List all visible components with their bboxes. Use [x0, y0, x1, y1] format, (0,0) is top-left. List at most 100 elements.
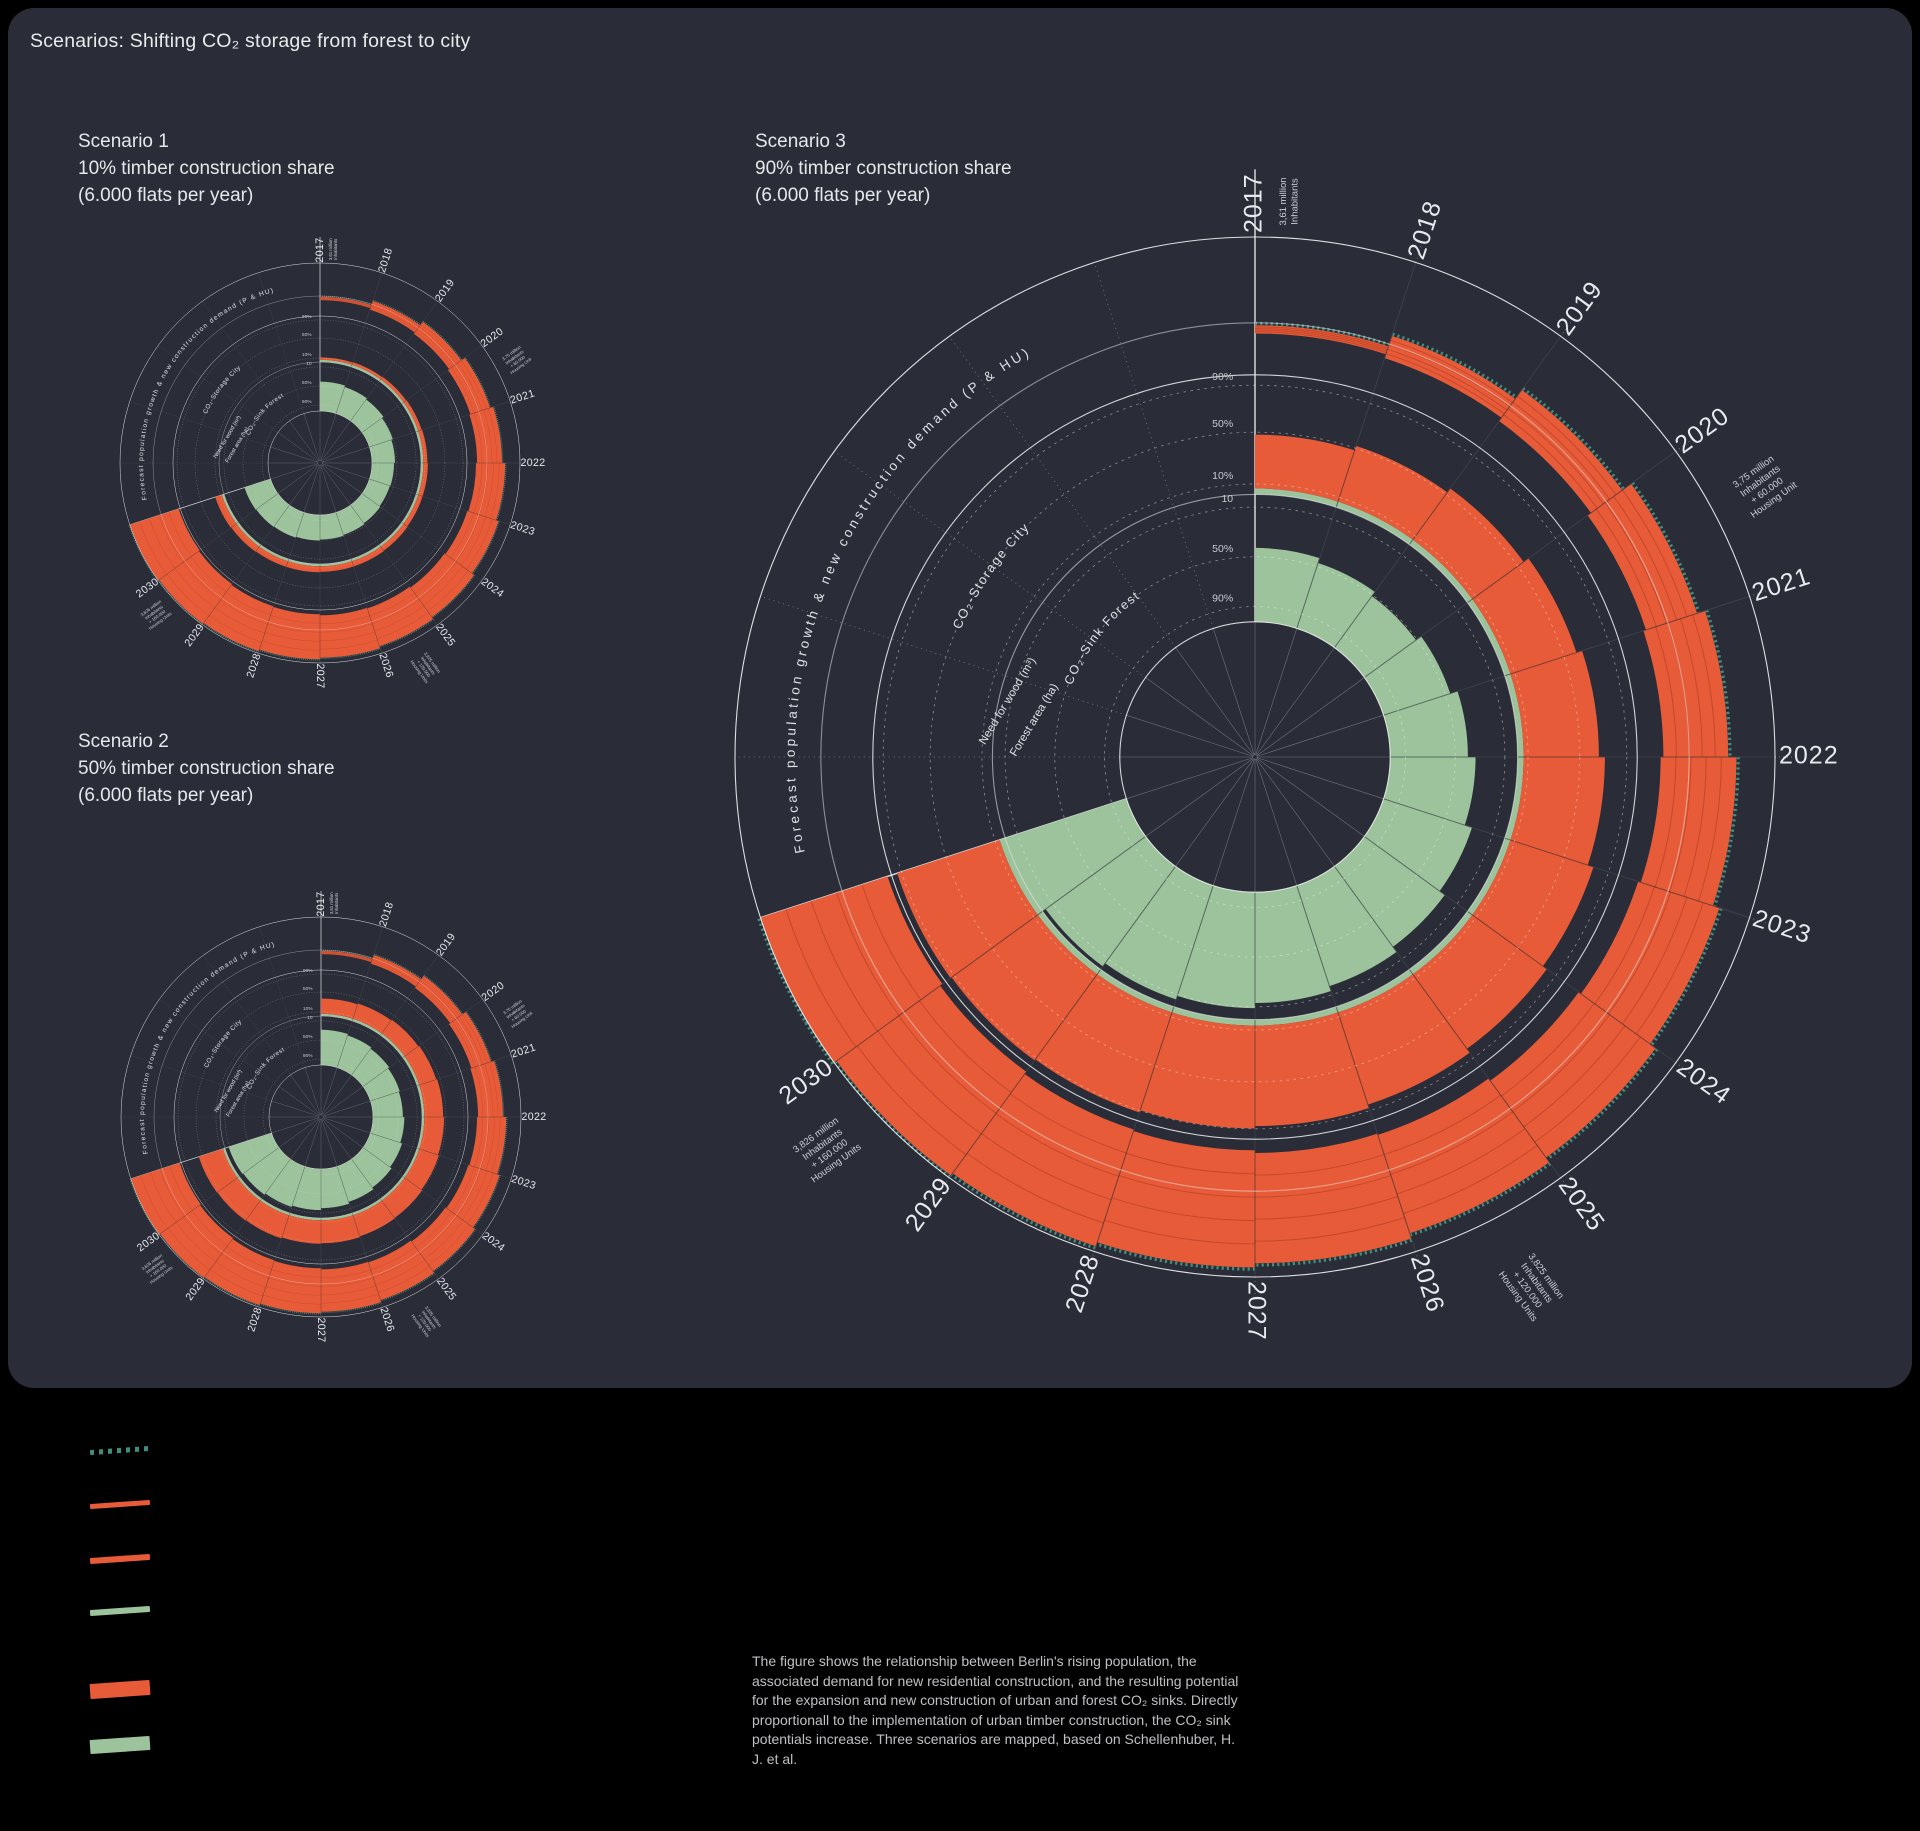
year-label-2023: 2023	[510, 1173, 538, 1192]
annotation-2030: 3,826 millionInhabitants+ 160.000Housing…	[138, 598, 173, 631]
year-label-2018: 2018	[377, 901, 396, 929]
guide-label: 10	[307, 1015, 313, 1021]
data-arcs	[757, 262, 1775, 1277]
scenario-1-heading: Scenario 1 10% timber construction share…	[78, 131, 335, 206]
ring-label-storage-city: CO₂-Storage City	[949, 519, 1032, 631]
year-label-2027: 2027	[314, 663, 326, 688]
guide-label: 90%	[302, 314, 312, 320]
ring-label-sink-forest: CO₂-Sink Forest	[1062, 588, 1143, 687]
guide-label: 50%	[302, 380, 312, 386]
ring-labels: Forecast population growth & new constru…	[138, 287, 285, 501]
hub-spokes	[120, 272, 372, 515]
annotation-2025: 3,825 millionInhabitants+ 120.000Housing…	[409, 650, 442, 685]
guide-label: 90%	[303, 968, 313, 974]
ring-circles	[120, 916, 522, 1318]
annotation-2030: 3,826 millionInhabitants+ 160.000Housing…	[139, 1252, 174, 1285]
year-label-2022: 2022	[1779, 742, 1839, 770]
ring-label-demand: Forecast population growth & new constru…	[138, 287, 275, 501]
year-label-2024: 2024	[480, 1230, 507, 1254]
ring-label-sink-forest: CO₂-Sink Forest	[245, 392, 285, 436]
year-annotations: 3,61 millionInhabitants 3,75 millionInhab…	[138, 238, 533, 685]
guide-label: 90%	[303, 1053, 313, 1059]
guide-label: 90%	[1212, 371, 1233, 383]
year-label-2020: 2020	[1670, 402, 1735, 460]
year-label-2020: 2020	[478, 325, 505, 349]
year-label-2028: 2028	[244, 652, 263, 680]
annotation-2025: 3,825 millionInhabitants+ 120.000Housing…	[410, 1304, 443, 1339]
hub-spokes	[735, 262, 1391, 893]
year-label-2021: 2021	[1749, 562, 1814, 607]
scenario-2-heading: Scenario 2 50% timber construction share…	[78, 731, 335, 806]
year-label-2026: 2026	[1405, 1251, 1450, 1316]
guide-label: 50%	[302, 332, 312, 338]
data-arcs	[129, 926, 521, 1317]
annotation-2017: 3,61 millionInhabitants	[328, 238, 338, 261]
data-arcs	[128, 272, 520, 663]
guide-label: 50%	[303, 986, 313, 992]
year-label-2017: 2017	[314, 237, 326, 262]
ring-labels: Forecast population growth & new constru…	[139, 941, 286, 1155]
year-label-2017: 2017	[1240, 173, 1268, 233]
guide-label: 50%	[1212, 543, 1233, 555]
guide-label: 10	[306, 361, 312, 367]
ring-label-storage-city: CO₂-Storage City	[203, 1018, 244, 1069]
year-label-2023: 2023	[509, 519, 537, 538]
year-label-2026: 2026	[376, 652, 395, 680]
scenario-3-heading: Scenario 3 90% timber construction share…	[755, 131, 1012, 206]
year-label-2022: 2022	[520, 457, 545, 469]
figure-description: The figure shows the relationship betwee…	[752, 1653, 1239, 1767]
year-label-2024: 2024	[479, 576, 506, 600]
ring-labels: Forecast population growth & new constru…	[783, 344, 1143, 855]
annotation-2030: 3,826 millionInhabitants+ 160.000Housing…	[789, 1113, 864, 1185]
hub-spokes	[121, 926, 373, 1169]
annotation-2020: 3,75 millionInhabitants+ 60.000Housing U…	[1728, 451, 1799, 520]
guide-label: 10%	[302, 352, 312, 358]
year-label-2030: 2030	[774, 1053, 839, 1111]
year-label-2017: 2017	[315, 891, 327, 916]
guide-label: 90%	[302, 399, 312, 405]
year-label-2027: 2027	[315, 1317, 327, 1342]
annotation-2020: 3,75 millionInhabitants+ 60.000Housing U…	[501, 997, 534, 1029]
year-label-2025: 2025	[433, 621, 457, 648]
annotation-2025: 3,825 millionInhabitants+ 120.000Housing…	[1496, 1249, 1568, 1324]
ring-circles	[734, 236, 1776, 1278]
guide-label: 90%	[1212, 593, 1233, 605]
year-label-2020: 2020	[479, 979, 506, 1003]
guide-label: 50%	[303, 1034, 313, 1040]
percent-labels: 90% 50% 10% 10 50% 90%	[302, 314, 312, 405]
ring-label-demand: Forecast population growth & new constru…	[139, 941, 276, 1155]
percent-labels: 90% 50% 10% 10 50% 90%	[1212, 371, 1233, 604]
year-label-2018: 2018	[376, 247, 395, 275]
ring-label-storage-city: CO₂-Storage City	[202, 364, 243, 415]
year-label-2019: 2019	[434, 931, 458, 958]
annotation-2017: 3,61 millionInhabitants	[329, 892, 339, 915]
ring-label-demand: Forecast population growth & new constru…	[783, 344, 1034, 855]
year-label-2028: 2028	[245, 1306, 264, 1334]
scenario-3-radial-chart: Forecast population growth & new constru…	[734, 169, 1839, 1341]
year-label-2029: 2029	[900, 1172, 958, 1237]
year-label-2024: 2024	[1671, 1053, 1736, 1111]
year-label-2021: 2021	[510, 1041, 538, 1060]
year-label-2025: 2025	[434, 1275, 458, 1302]
guide-label: 50%	[1212, 418, 1233, 430]
figure-title: Scenarios: Shifting CO₂ storage from for…	[30, 30, 471, 52]
year-label-2023: 2023	[1749, 904, 1814, 949]
scenario-1-radial-chart: Forecast population growth & new constru…	[119, 237, 545, 689]
year-label-2019: 2019	[433, 277, 457, 304]
ring-label-sink-forest: CO₂-Sink Forest	[246, 1046, 286, 1090]
year-label-2028: 2028	[1060, 1251, 1105, 1316]
year-labels: 2017 2018 2019 2020 2021 2022 2023 2024 2025 2026…	[774, 173, 1839, 1341]
percent-labels: 90% 50% 10% 10 50% 90%	[303, 968, 313, 1059]
year-label-2026: 2026	[377, 1306, 396, 1334]
year-label-2018: 2018	[1402, 197, 1447, 262]
guide-label: 10	[1221, 493, 1233, 505]
year-label-2019: 2019	[1551, 276, 1609, 341]
year-label-2027: 2027	[1242, 1281, 1270, 1341]
annotation-2017: 3,61 millionInhabitants	[1278, 177, 1301, 225]
annotation-2020: 3,75 millionInhabitants+ 60.000Housing U…	[500, 343, 533, 375]
guide-label: 10%	[303, 1006, 313, 1012]
year-label-2021: 2021	[509, 387, 537, 406]
year-label-2025: 2025	[1553, 1172, 1611, 1237]
year-label-2022: 2022	[521, 1111, 546, 1123]
